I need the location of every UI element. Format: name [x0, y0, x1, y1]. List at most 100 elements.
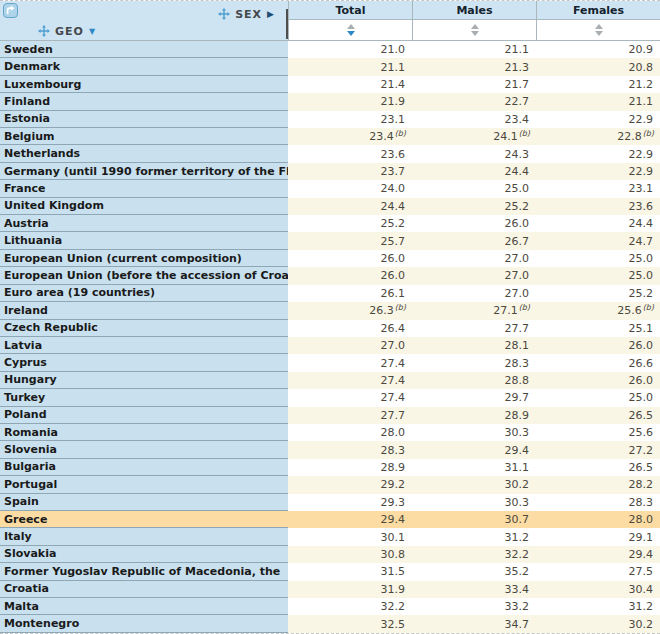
value-cell: 25.0: [536, 250, 660, 267]
value-cell: 23.1: [288, 111, 412, 128]
value-cell: 31.5: [288, 563, 412, 580]
value-cell: 30.3: [412, 424, 536, 441]
value-cell: 27.7: [412, 320, 536, 337]
value-cell: 27.4: [288, 354, 412, 371]
geo-header-cell: SEX ▶ GEO ▼: [0, 1, 288, 40]
expand-right-icon[interactable]: ▶: [267, 10, 274, 19]
value-cell: 24.4: [412, 163, 536, 180]
geo-cell: Netherlands: [0, 145, 288, 162]
move-icon[interactable]: [218, 5, 230, 24]
geo-cell: European Union (before the accession of …: [0, 267, 288, 284]
value-cell: 24.0: [288, 180, 412, 197]
value-cell: 25.0: [536, 389, 660, 406]
value-cell: 21.1: [536, 93, 660, 110]
table-row: Italy 30.1 31.2 29.1: [0, 528, 660, 545]
value-cell: 20.9: [536, 41, 660, 58]
geo-cell: Czech Republic: [0, 320, 288, 337]
geo-cell: Bulgaria: [0, 459, 288, 476]
table-row: Poland 27.7 28.9 26.5: [0, 407, 660, 424]
geo-cell: Slovakia: [0, 546, 288, 563]
value-cell: 28.2: [536, 476, 660, 493]
value-cell: 27.4: [288, 372, 412, 389]
value-cell: 25.0: [536, 267, 660, 284]
column-label[interactable]: Males: [413, 1, 536, 20]
table-row: European Union (current composition) 26.…: [0, 250, 660, 267]
sex-dimension[interactable]: SEX ▶: [218, 5, 274, 24]
value-cell: 27.5: [536, 563, 660, 580]
geo-dimension[interactable]: GEO ▼: [38, 22, 95, 41]
value-cell: 23.7: [288, 163, 412, 180]
value-cell: 35.2: [412, 563, 536, 580]
value-cell: 21.9: [288, 93, 412, 110]
geo-cell: Luxembourg: [0, 76, 288, 93]
table-row: Euro area (19 countries) 26.1 27.0 25.2: [0, 285, 660, 302]
pivot-icon[interactable]: [3, 3, 18, 18]
sort-desc-icon[interactable]: [595, 31, 603, 36]
dropdown-icon[interactable]: ▼: [89, 28, 95, 36]
table-row: United Kingdom 24.4 25.2 23.6: [0, 198, 660, 215]
value-cell: 25.6(b): [536, 302, 660, 319]
table-row: Malta 32.2 33.2 31.2: [0, 598, 660, 615]
geo-cell: Ireland: [0, 302, 288, 319]
value-cell: 26.7: [412, 232, 536, 249]
sort-desc-icon[interactable]: [347, 31, 355, 36]
geo-dimension-label: GEO: [55, 25, 84, 38]
value-cell: 31.1: [412, 459, 536, 476]
column-header: Total: [288, 1, 412, 40]
value-cell: 30.2: [536, 615, 660, 632]
table-row: Slovakia 30.8 32.2 29.4: [0, 546, 660, 563]
value-cell: 23.1: [536, 180, 660, 197]
value-cell: 24.4: [288, 198, 412, 215]
value-cell: 29.4: [536, 546, 660, 563]
table-row: European Union (before the accession of …: [0, 267, 660, 284]
column-label[interactable]: Females: [537, 1, 660, 20]
value-cell: 21.1: [288, 58, 412, 75]
value-cell: 32.2: [288, 598, 412, 615]
value-cell: 23.4(b): [288, 128, 412, 145]
geo-cell: Latvia: [0, 337, 288, 354]
value-cell: 32.5: [288, 615, 412, 632]
geo-cell: Slovenia: [0, 441, 288, 458]
value-cell: 22.9: [536, 145, 660, 162]
value-cell: 21.7: [412, 76, 536, 93]
sort-asc-icon[interactable]: [471, 24, 479, 29]
geo-cell: Croatia: [0, 581, 288, 598]
table-row: Sweden 21.0 21.1 20.9: [0, 41, 660, 58]
value-cell: 27.2: [536, 441, 660, 458]
value-cell: 29.4: [412, 441, 536, 458]
table-row: Latvia 27.0 28.1 26.0: [0, 337, 660, 354]
sort-asc-icon[interactable]: [595, 24, 603, 29]
sort-asc-icon[interactable]: [347, 24, 355, 29]
sort-control[interactable]: [413, 20, 536, 40]
value-cell: 27.4: [288, 389, 412, 406]
value-cell: 28.8: [412, 372, 536, 389]
sort-control[interactable]: [289, 20, 412, 40]
value-cell: 23.6: [288, 145, 412, 162]
value-cell: 31.2: [536, 598, 660, 615]
table-row: Greece 29.4 30.7 28.0: [0, 511, 660, 528]
move-icon[interactable]: [38, 22, 50, 41]
value-cell: 28.1: [412, 337, 536, 354]
sort-desc-icon[interactable]: [471, 31, 479, 36]
value-cell: 27.0: [288, 337, 412, 354]
value-cell: 28.3: [412, 354, 536, 371]
column-label[interactable]: Total: [289, 1, 412, 20]
statistics-table: SEX ▶ GEO ▼ Total Males: [0, 0, 660, 634]
value-cell: 30.7: [412, 511, 536, 528]
value-cell: 24.1(b): [412, 128, 536, 145]
value-cell: 22.7: [412, 93, 536, 110]
table-row: Portugal 29.2 30.2 28.2: [0, 476, 660, 493]
value-cell: 27.7: [288, 407, 412, 424]
value-cell: 21.2: [536, 76, 660, 93]
geo-cell: United Kingdom: [0, 198, 288, 215]
value-cell: 22.9: [536, 163, 660, 180]
table-row: Ireland 26.3(b) 27.1(b) 25.6(b): [0, 302, 660, 319]
value-cell: 29.3: [288, 494, 412, 511]
column-resize-handle[interactable]: [286, 9, 288, 39]
value-cell: 30.8: [288, 546, 412, 563]
column-header: Females: [536, 1, 660, 40]
sort-control[interactable]: [537, 20, 660, 40]
geo-cell: Portugal: [0, 476, 288, 493]
table-row: Netherlands 23.6 24.3 22.9: [0, 145, 660, 162]
value-cell: 21.0: [288, 41, 412, 58]
